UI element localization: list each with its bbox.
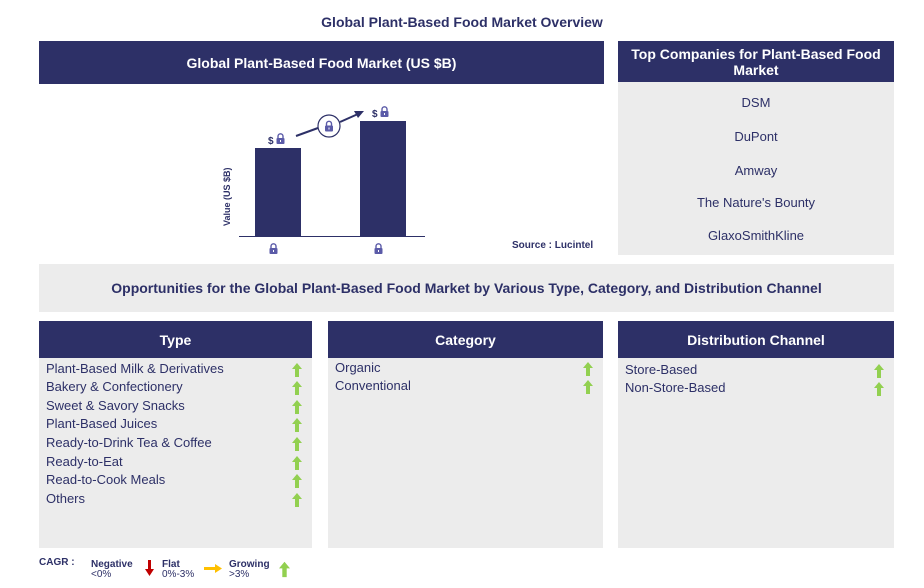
distribution-header: Distribution Channel <box>618 321 894 358</box>
item-label: Ready-to-Eat <box>46 454 123 469</box>
legend-growing-range: >3% <box>229 569 250 580</box>
legend-growing-title: Growing <box>229 559 270 570</box>
page-title: Global Plant-Based Food Market Overview <box>321 14 603 30</box>
category-list: Organic Conventional <box>328 358 603 548</box>
legend-flat-title: Flat <box>162 559 180 570</box>
list-item: Plant-Based Milk & Derivatives <box>46 361 302 379</box>
companies-list: DSM DuPont Amway The Nature's Bounty Gla… <box>618 82 894 255</box>
list-item: Ready-to-Eat <box>46 454 302 472</box>
source-label: Source : Lucintel <box>512 240 594 251</box>
growing-arrow-icon <box>583 362 593 376</box>
growing-arrow-icon <box>292 400 302 414</box>
growing-arrow-icon <box>292 493 302 507</box>
legend-flat: Flat 0%-3% <box>162 560 194 580</box>
item-label: Non-Store-Based <box>625 380 726 395</box>
growing-arrow-icon <box>874 364 884 378</box>
list-item: Organic <box>335 360 593 378</box>
list-item: Non-Store-Based <box>625 380 884 398</box>
list-item: Plant-Based Juices <box>46 416 302 434</box>
item-label: Store-Based <box>625 362 698 377</box>
list-item: Store-Based <box>625 362 884 380</box>
legend-growing: Growing >3% <box>229 560 270 580</box>
type-header: Type <box>39 321 312 358</box>
list-item: Sweet & Savory Snacks <box>46 398 302 416</box>
legend-flat-range: 0%-3% <box>162 569 195 580</box>
growing-arrow-icon <box>292 437 302 451</box>
legend-negative: Negative <0% <box>91 560 133 580</box>
company-item: The Nature's Bounty <box>696 195 816 210</box>
bar-1-value-dollar: $ <box>268 136 274 147</box>
item-label: Others <box>46 491 86 506</box>
item-label: Bakery & Confectionery <box>46 379 183 394</box>
growing-arrow-icon <box>292 381 302 395</box>
chart-panel-header: Global Plant-Based Food Market (US $B) <box>39 41 604 84</box>
list-item: Conventional <box>335 378 593 396</box>
flat-arrow-icon <box>204 564 222 573</box>
list-item: Bakery & Confectionery <box>46 379 302 397</box>
list-item: Read-to-Cook Meals <box>46 472 302 490</box>
growing-arrow-icon <box>874 382 884 396</box>
item-label: Read-to-Cook Meals <box>46 472 166 487</box>
legend-label: CAGR : <box>39 557 75 568</box>
companies-header: Top Companies for Plant-Based Food Marke… <box>618 41 894 82</box>
bar-1 <box>255 148 301 236</box>
item-label: Sweet & Savory Snacks <box>46 398 185 413</box>
category-header: Category <box>328 321 603 358</box>
item-label: Ready-to-Drink Tea & Coffee <box>46 435 212 450</box>
opportunities-banner: Opportunities for the Global Plant-Based… <box>39 264 894 312</box>
growing-arrow-icon <box>292 363 302 377</box>
company-item: GlaxoSmithKline <box>707 228 805 243</box>
negative-arrow-icon <box>145 560 154 576</box>
legend-negative-range: <0% <box>91 569 112 580</box>
company-item: DuPont <box>734 129 778 144</box>
bar-2-value-dollar: $ <box>372 109 378 120</box>
lock-icon <box>380 106 389 117</box>
cagr-arrow-icon <box>295 111 364 138</box>
item-label: Plant-Based Milk & Derivatives <box>46 361 224 376</box>
lock-icon <box>269 243 278 254</box>
company-item: Amway <box>734 163 778 178</box>
lock-icon <box>276 133 285 144</box>
list-item: Others <box>46 491 302 509</box>
item-label: Plant-Based Juices <box>46 416 158 431</box>
distribution-list: Store-Based Non-Store-Based <box>618 358 894 548</box>
bar-2 <box>360 121 406 236</box>
type-list: Plant-Based Milk & Derivatives Bakery & … <box>39 358 312 548</box>
growing-arrow-icon <box>292 418 302 432</box>
legend-negative-title: Negative <box>91 559 133 570</box>
company-item: DSM <box>741 95 771 110</box>
y-axis-label: Value (US $B) <box>222 167 232 226</box>
growing-arrow-icon <box>292 456 302 470</box>
growing-arrow-icon <box>279 561 290 578</box>
lock-icon <box>374 243 383 254</box>
growing-arrow-icon <box>583 380 593 394</box>
list-item: Ready-to-Drink Tea & Coffee <box>46 435 302 453</box>
chart-area: Value (US $B) $ $ Source : Lucintel <box>39 84 604 256</box>
item-label: Organic <box>335 360 381 375</box>
x-axis-line <box>239 236 425 237</box>
item-label: Conventional <box>335 378 411 393</box>
growing-arrow-icon <box>292 474 302 488</box>
